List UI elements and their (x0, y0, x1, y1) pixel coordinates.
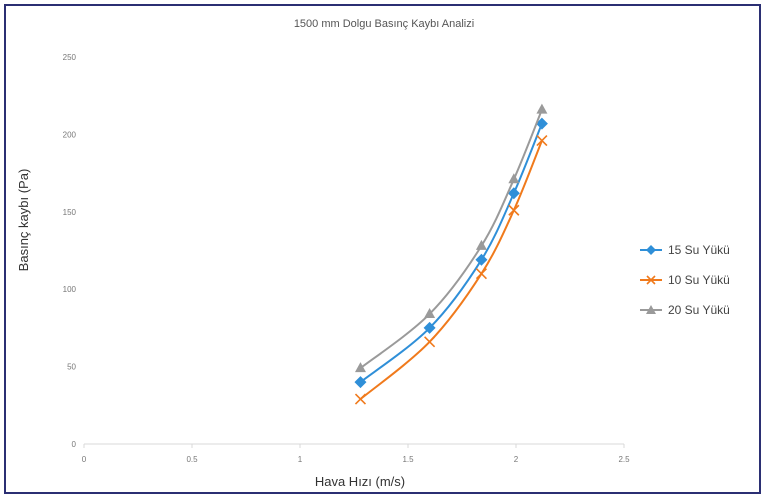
y-tick-label: 0 (72, 440, 77, 449)
data-point (536, 135, 548, 147)
series-line-1 (359, 123, 543, 383)
legend: 15 Su Yükü 10 Su Yükü 20 Su Yükü (640, 235, 730, 325)
y-tick-label: 200 (63, 130, 77, 139)
legend-item: 10 Su Yükü (640, 265, 730, 295)
data-point (424, 336, 436, 348)
data-point (423, 321, 436, 334)
data-point (475, 268, 488, 280)
legend-label: 20 Su Yükü (668, 303, 730, 317)
data-point (536, 103, 548, 114)
x-tick-label: 1 (298, 455, 303, 464)
legend-item: 15 Su Yükü (640, 235, 730, 265)
y-tick-label: 100 (63, 285, 77, 294)
data-point (507, 187, 520, 200)
legend-swatch (640, 275, 662, 285)
legend-item: 20 Su Yükü (640, 295, 730, 325)
x-tick-label: 2.5 (618, 455, 630, 464)
data-point (354, 362, 366, 373)
y-tick-label: 250 (63, 53, 77, 62)
legend-label: 10 Su Yükü (668, 273, 730, 287)
data-point (535, 117, 548, 130)
x-axis-label: Hava Hızı (m/s) (314, 474, 406, 489)
series-line-3 (359, 109, 543, 369)
data-point (508, 204, 520, 216)
legend-swatch (640, 245, 662, 255)
chart-frame (4, 4, 761, 494)
data-point (508, 173, 520, 184)
chart-title: 1500 mm Dolgu Basınç Kaybı Analizi (293, 18, 475, 30)
data-point (475, 253, 488, 266)
y-tick-label: 150 (63, 208, 77, 217)
data-point (354, 376, 367, 389)
data-point (475, 239, 487, 250)
y-tick-label: 50 (67, 363, 76, 372)
x-tick-label: 0.5 (186, 455, 198, 464)
data-point (424, 307, 436, 318)
x-tick-label: 0 (82, 455, 87, 464)
x-tick-label: 2 (514, 455, 519, 464)
legend-label: 15 Su Yükü (668, 243, 730, 257)
x-tick-label: 1.5 (402, 455, 414, 464)
legend-swatch (640, 305, 662, 314)
data-point (354, 393, 367, 405)
